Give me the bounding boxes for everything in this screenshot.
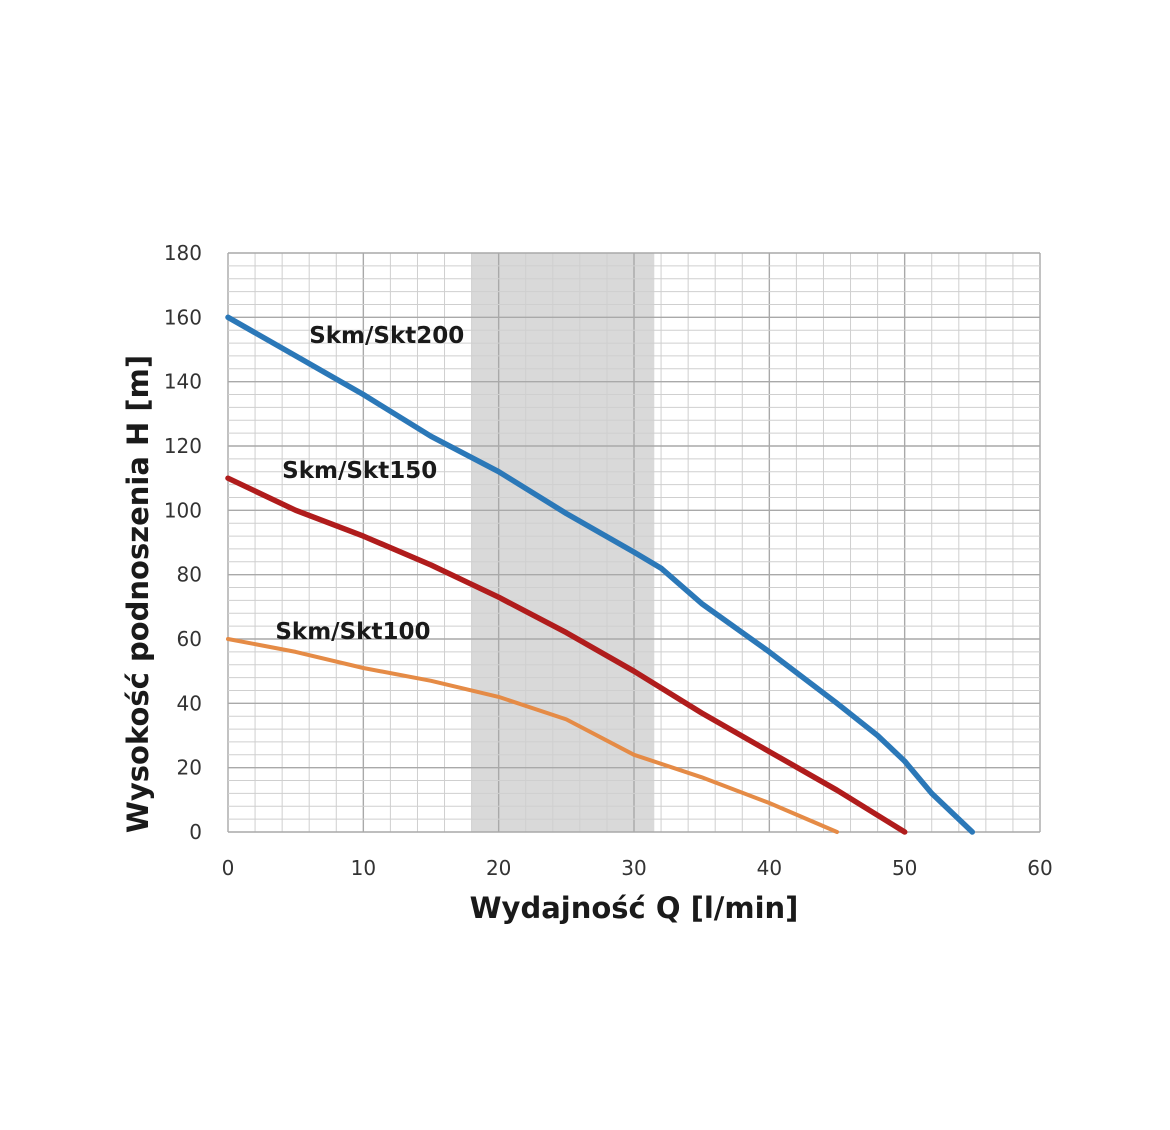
x-tick-label: 40 <box>757 856 782 880</box>
x-tick-label: 20 <box>486 856 511 880</box>
x-tick-label: 30 <box>621 856 646 880</box>
y-tick-label: 20 <box>177 756 202 780</box>
y-tick-label: 100 <box>164 498 202 522</box>
axis-layer: 0 10 20 30 40 50 60 0 20 40 60 80 100 120 140 160 180 <box>164 241 1053 880</box>
highlight-band <box>471 253 655 832</box>
series-line-skm-skt150 <box>225 475 908 835</box>
x-tick-label: 0 <box>222 856 235 880</box>
y-axis-title: Wysokość podnoszenia H [m] <box>121 355 155 833</box>
x-tick-label: 10 <box>351 856 376 880</box>
x-tick-label: 60 <box>1027 856 1052 880</box>
y-tick-label: 0 <box>189 820 202 844</box>
x-axis-title: Wydajność Q [l/min] <box>470 891 799 925</box>
series-label-skm-skt100: Skm/Skt100 <box>275 619 430 645</box>
y-tick-label: 160 <box>164 305 202 329</box>
y-tick-label: 120 <box>164 434 202 458</box>
series-label-skm-skt150: Skm/Skt150 <box>282 458 437 484</box>
y-tick-label: 80 <box>177 563 202 587</box>
y-tick-label: 60 <box>177 627 202 651</box>
highlight-band-layer <box>471 253 655 832</box>
series-layer <box>225 314 976 835</box>
series-label-skm-skt200: Skm/Skt200 <box>309 323 464 349</box>
y-tick-label: 140 <box>164 370 202 394</box>
x-tick-label: 50 <box>892 856 917 880</box>
series-line-skm-skt200 <box>225 314 976 835</box>
y-tick-label: 40 <box>177 691 202 715</box>
y-tick-label: 180 <box>164 241 202 265</box>
series-label-layer: Skm/Skt200 Skm/Skt150 Skm/Skt100 <box>275 323 464 645</box>
series-line-skm-skt100 <box>226 637 839 834</box>
